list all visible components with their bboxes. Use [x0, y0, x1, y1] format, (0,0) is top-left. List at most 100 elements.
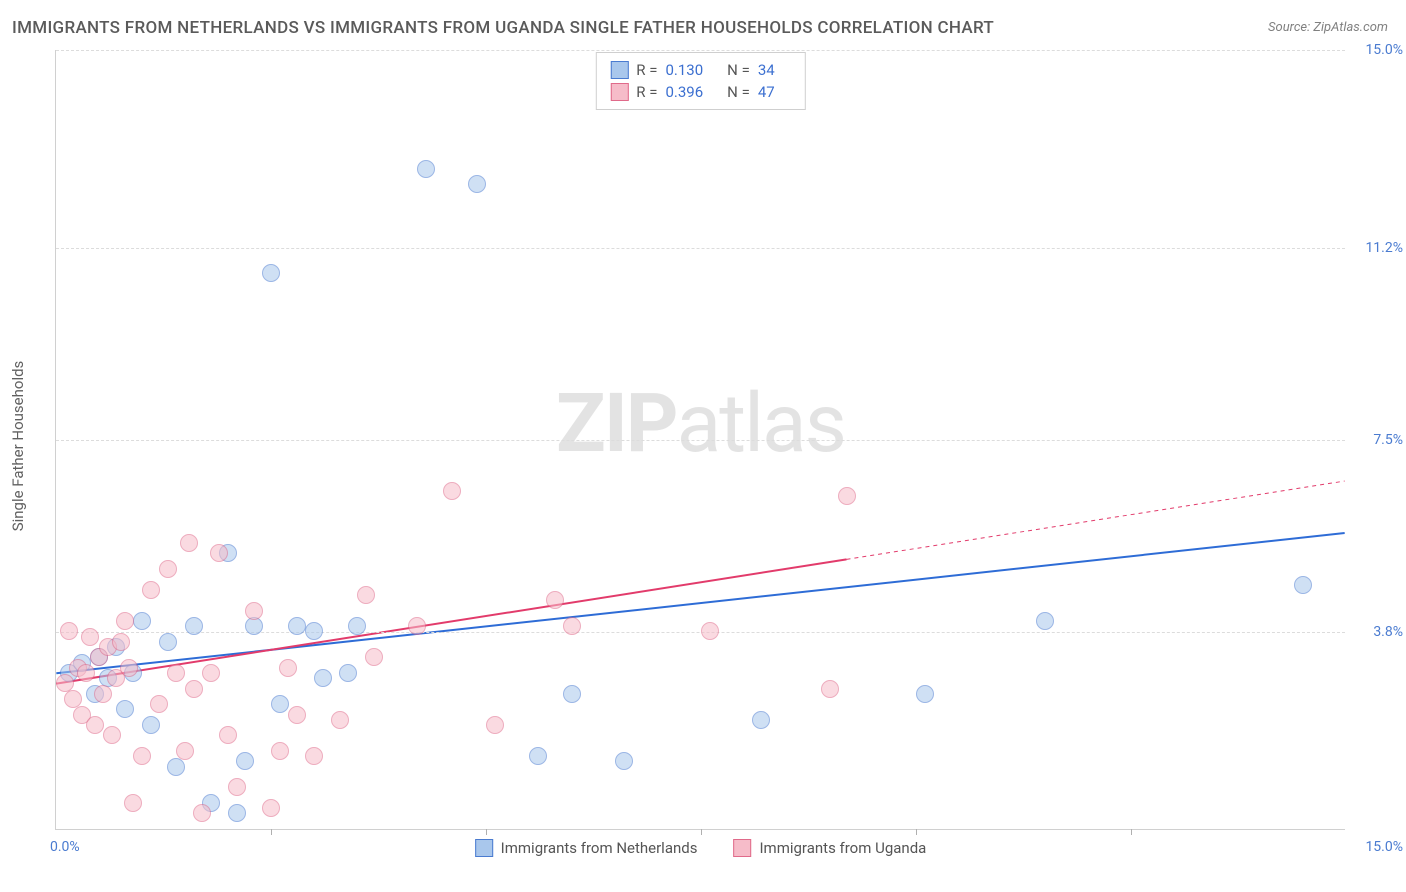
- scatter-point: [60, 622, 78, 640]
- scatter-point: [228, 804, 246, 822]
- legend-swatch: [610, 83, 628, 101]
- scatter-point: [271, 695, 289, 713]
- gridline-horizontal: [56, 248, 1345, 249]
- plot-area: ZIPatlas R =0.130N =34R =0.396N =47 Immi…: [55, 50, 1345, 830]
- scatter-point: [288, 706, 306, 724]
- scatter-point: [142, 581, 160, 599]
- scatter-point: [193, 804, 211, 822]
- legend-swatch: [475, 839, 493, 857]
- scatter-point: [116, 700, 134, 718]
- source-attribution: Source: ZipAtlas.com: [1268, 20, 1388, 35]
- scatter-point: [615, 752, 633, 770]
- legend-label: Immigrants from Uganda: [759, 839, 926, 857]
- stat-r-value: 0.130: [665, 61, 703, 79]
- scatter-point: [821, 680, 839, 698]
- gridline-horizontal: [56, 440, 1345, 441]
- scatter-point: [443, 482, 461, 500]
- scatter-point: [305, 747, 323, 765]
- stat-r-label: R =: [636, 61, 657, 79]
- scatter-point: [529, 747, 547, 765]
- scatter-point: [133, 747, 151, 765]
- scatter-point: [563, 685, 581, 703]
- legend-item: Immigrants from Uganda: [733, 839, 926, 857]
- scatter-point: [167, 664, 185, 682]
- scatter-point: [279, 659, 297, 677]
- stats-legend-box: R = 0.130 N = 34 R = 0.396 N = 47: [595, 52, 805, 110]
- scatter-point: [752, 711, 770, 729]
- scatter-point: [563, 617, 581, 635]
- scatter-point: [133, 612, 151, 630]
- stat-r-value: 0.396: [665, 83, 703, 101]
- scatter-point: [236, 752, 254, 770]
- y-tick-label: 11.2%: [1365, 240, 1403, 256]
- scatter-point: [180, 534, 198, 552]
- scatter-point: [305, 622, 323, 640]
- x-tick: [271, 829, 272, 835]
- gridline-horizontal: [56, 50, 1345, 51]
- y-tick-label: 3.8%: [1373, 624, 1403, 640]
- scatter-point: [176, 742, 194, 760]
- scatter-point: [486, 716, 504, 734]
- x-tick-label-start: 0.0%: [50, 839, 80, 855]
- legend-label: Immigrants from Netherlands: [501, 839, 698, 857]
- scatter-point: [150, 695, 168, 713]
- scatter-point: [77, 664, 95, 682]
- scatter-point: [365, 648, 383, 666]
- scatter-point: [245, 617, 263, 635]
- scatter-point: [339, 664, 357, 682]
- stat-n-value: 34: [758, 61, 775, 79]
- scatter-point: [288, 617, 306, 635]
- legend-swatch: [733, 839, 751, 857]
- x-tick: [916, 829, 917, 835]
- x-tick: [1131, 829, 1132, 835]
- scatter-point: [245, 602, 263, 620]
- stats-row: R = 0.130 N = 34: [610, 59, 790, 81]
- scatter-point: [357, 586, 375, 604]
- legend-swatch: [610, 61, 628, 79]
- scatter-point: [271, 742, 289, 760]
- scatter-point: [1294, 576, 1312, 594]
- scatter-point: [210, 544, 228, 562]
- bottom-legend: Immigrants from Netherlands Immigrants fr…: [475, 839, 927, 857]
- scatter-point: [167, 758, 185, 776]
- scatter-point: [185, 617, 203, 635]
- scatter-point: [86, 716, 104, 734]
- stat-n-value: 47: [758, 83, 775, 101]
- scatter-point: [408, 617, 426, 635]
- x-tick: [486, 829, 487, 835]
- scatter-point: [546, 591, 564, 609]
- trendline-dashed: [847, 481, 1345, 559]
- chart-title: IMMIGRANTS FROM NETHERLANDS VS IMMIGRANT…: [12, 18, 994, 38]
- scatter-point: [142, 716, 160, 734]
- scatter-point: [219, 726, 237, 744]
- scatter-point: [916, 685, 934, 703]
- y-tick-label: 7.5%: [1373, 432, 1403, 448]
- scatter-point: [202, 664, 220, 682]
- scatter-point: [159, 633, 177, 651]
- scatter-point: [468, 175, 486, 193]
- scatter-point: [262, 264, 280, 282]
- scatter-point: [116, 612, 134, 630]
- stats-row: R = 0.396 N = 47: [610, 81, 790, 103]
- y-axis-label: Single Father Households: [9, 361, 27, 532]
- scatter-point: [348, 617, 366, 635]
- y-tick-label: 15.0%: [1365, 42, 1403, 58]
- scatter-point: [838, 487, 856, 505]
- scatter-point: [185, 680, 203, 698]
- stat-n-label: N =: [727, 61, 750, 79]
- scatter-point: [417, 160, 435, 178]
- scatter-point: [103, 726, 121, 744]
- scatter-point: [262, 799, 280, 817]
- x-tick: [701, 829, 702, 835]
- scatter-point: [124, 794, 142, 812]
- x-tick-label-end: 15.0%: [1365, 839, 1403, 855]
- scatter-point: [120, 659, 138, 677]
- scatter-point: [112, 633, 130, 651]
- scatter-point: [314, 669, 332, 687]
- scatter-point: [228, 778, 246, 796]
- scatter-point: [81, 628, 99, 646]
- scatter-point: [159, 560, 177, 578]
- legend-item: Immigrants from Netherlands: [475, 839, 698, 857]
- stat-r-label: R =: [636, 83, 657, 101]
- stat-n-label: N =: [727, 83, 750, 101]
